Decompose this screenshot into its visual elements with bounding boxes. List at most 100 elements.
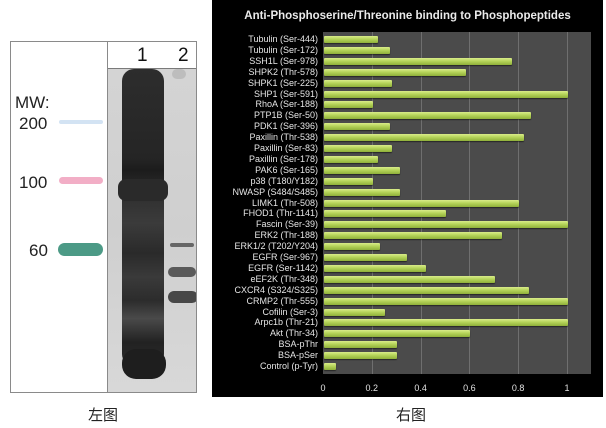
category-label: Paxillin (Thr-538) bbox=[249, 132, 318, 143]
gridline bbox=[567, 32, 568, 374]
mw-marker-panel: MW: 200 100 60 bbox=[11, 42, 106, 392]
data-bar bbox=[324, 352, 398, 360]
category-label: FHOD1 (Thr-1141) bbox=[243, 208, 318, 219]
category-label: CXCR4 (S324/S325) bbox=[234, 284, 318, 295]
data-bar bbox=[324, 363, 337, 370]
chart-row: Tubulin (Ser-172) bbox=[248, 45, 591, 56]
mw-title: MW: bbox=[15, 93, 50, 112]
lane-2-band bbox=[170, 243, 194, 247]
category-label: ERK1/2 (T202/Y204) bbox=[234, 241, 318, 252]
western-blot-figure: MW: 200 100 60 1 2 bbox=[10, 41, 197, 393]
category-label: PAK6 (Ser-165) bbox=[255, 164, 318, 175]
chart-row: FHOD1 (Thr-1141) bbox=[243, 208, 591, 219]
category-label: RhoA (Ser-188) bbox=[255, 99, 318, 110]
data-bar bbox=[324, 221, 568, 229]
chart-row: LIMK1 (Thr-508) bbox=[252, 198, 591, 209]
category-label: Control (p-Tyr) bbox=[259, 361, 318, 371]
data-bar bbox=[324, 254, 407, 261]
x-tick-label: 0.8 bbox=[511, 383, 525, 393]
data-bar bbox=[324, 210, 446, 218]
mw-band-200 bbox=[59, 120, 103, 124]
chart-row: SSH1L (Ser-978) bbox=[249, 56, 591, 67]
lane-2-band bbox=[168, 291, 196, 303]
category-label: BSA-pSer bbox=[277, 350, 318, 361]
chart-row: PAK6 (Ser-165) bbox=[255, 165, 591, 176]
data-bar bbox=[324, 36, 378, 43]
chart-row: BSA-pSer bbox=[278, 350, 591, 361]
x-tick-label: 1 bbox=[564, 383, 570, 393]
category-label: Cofilin (Ser-3) bbox=[262, 306, 318, 317]
x-tick-label: 0.2 bbox=[365, 383, 379, 393]
mw-label-200: 200 bbox=[19, 114, 48, 133]
chart-row: Paxillin (Ser-178) bbox=[249, 154, 591, 165]
lane-2-band bbox=[168, 267, 196, 277]
chart-row: SHPK1 (Ser-225) bbox=[248, 78, 591, 89]
mw-label-100: 100 bbox=[19, 173, 48, 192]
mw-band-60 bbox=[58, 243, 103, 256]
chart-row: ERK1/2 (T202/Y204) bbox=[234, 241, 591, 252]
lane-1-label: 1 bbox=[137, 45, 148, 66]
category-label: LIMK1 (Thr-508) bbox=[251, 197, 318, 208]
data-bar bbox=[324, 330, 471, 338]
lane-2-label: 2 bbox=[178, 45, 189, 66]
chart-row: Tubulin (Ser-444) bbox=[248, 34, 591, 45]
chart-row: ERK2 (Thr-188) bbox=[254, 230, 591, 241]
category-label: Paxillin (Ser-83) bbox=[253, 143, 318, 153]
category-label: Arpc1b (Thr-21) bbox=[254, 317, 318, 328]
category-label: NWASP (S484/S485) bbox=[232, 186, 318, 197]
phosphopeptide-bar-chart: Anti-Phosphoserine/Threonine binding to … bbox=[212, 0, 603, 397]
category-label: Tubulin (Ser-172) bbox=[248, 44, 318, 55]
data-bar bbox=[324, 264, 427, 272]
category-label: BSA-pThr bbox=[278, 339, 318, 350]
chart-row: Akt (Thr-34) bbox=[270, 328, 591, 339]
chart-row: Arpc1b (Thr-21) bbox=[254, 317, 591, 328]
chart-row: p38 (T180/Y182) bbox=[250, 176, 591, 187]
gel-image bbox=[108, 69, 196, 392]
chart-title: Anti-Phosphoserine/Threonine binding to … bbox=[244, 10, 571, 22]
category-label: Paxillin (Ser-178) bbox=[248, 153, 318, 164]
category-label: Fascin (Ser-39) bbox=[255, 219, 318, 230]
data-bar bbox=[324, 90, 568, 98]
data-bar bbox=[324, 341, 398, 349]
category-label: Akt (Thr-34) bbox=[269, 328, 318, 339]
chart-row: Control (p-Tyr) bbox=[260, 361, 591, 372]
data-bar bbox=[324, 308, 385, 316]
mw-label-60: 60 bbox=[29, 241, 48, 260]
chart-row: Cofilin (Ser-3) bbox=[262, 307, 591, 318]
data-bar bbox=[324, 145, 393, 152]
chart-row: SHPK2 (Thr-578) bbox=[248, 67, 591, 78]
data-bar bbox=[324, 123, 390, 131]
data-bar bbox=[324, 177, 373, 185]
category-label: PDK1 (Ser-396) bbox=[253, 121, 318, 132]
lane-2-band bbox=[172, 69, 186, 79]
data-bar bbox=[324, 134, 525, 142]
data-bar bbox=[324, 188, 400, 196]
chart-row: eEF2K (Thr-348) bbox=[250, 274, 591, 285]
mw-band-100 bbox=[59, 177, 103, 184]
category-label: SHPK2 (Thr-578) bbox=[248, 66, 318, 77]
x-tick-label: 0.4 bbox=[414, 383, 427, 393]
data-bar bbox=[324, 68, 466, 76]
category-label: CRMP2 (Thr-555) bbox=[246, 295, 318, 306]
lane-1-smear bbox=[122, 69, 164, 366]
lane-1-band bbox=[122, 349, 166, 379]
lane-1-band bbox=[118, 179, 168, 201]
chart-row: CRMP2 (Thr-555) bbox=[246, 296, 591, 307]
category-label: SHPK1 (Ser-225) bbox=[247, 77, 318, 88]
chart-row: EGFR (Ser-1142) bbox=[248, 263, 591, 274]
chart-row: Paxillin (Thr-538) bbox=[249, 132, 591, 143]
chart-row: SHP1 (Ser-591) bbox=[254, 89, 591, 100]
data-bar bbox=[324, 232, 503, 240]
chart-row: PDK1 (Ser-396) bbox=[254, 121, 591, 132]
data-bar bbox=[324, 286, 529, 294]
chart-row: EGFR (Ser-967) bbox=[252, 252, 591, 263]
data-bar bbox=[324, 275, 495, 283]
data-bar bbox=[324, 319, 568, 327]
category-label: EGFR (Ser-1142) bbox=[248, 262, 318, 273]
data-bar bbox=[324, 243, 381, 251]
data-bar bbox=[324, 297, 568, 305]
chart-row: Paxillin (Ser-83) bbox=[254, 143, 591, 154]
data-bar bbox=[324, 101, 373, 109]
right-figure-caption: 右图 bbox=[396, 406, 427, 424]
data-bar bbox=[324, 46, 390, 54]
